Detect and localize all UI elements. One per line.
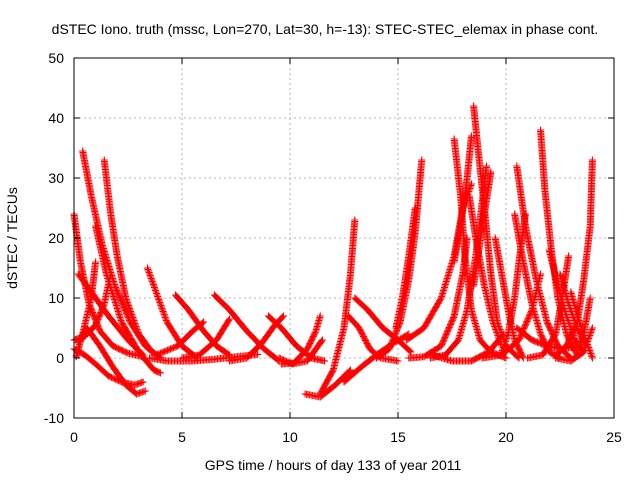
series-20 [301, 366, 354, 401]
data-point [411, 204, 419, 212]
data-point [147, 347, 155, 355]
data-point [254, 350, 262, 358]
data-point [346, 366, 354, 374]
series-7 [100, 156, 156, 356]
y-tick-label: -10 [44, 410, 64, 426]
y-tick-label: 50 [48, 50, 64, 66]
series-13 [152, 318, 208, 359]
series-14 [178, 315, 234, 362]
data-point [139, 378, 147, 386]
data-point [123, 349, 131, 357]
data-point [224, 350, 232, 358]
data-points [70, 102, 596, 401]
x-tick-label: 25 [606, 429, 622, 445]
series-9 [72, 258, 100, 361]
data-point [345, 367, 353, 375]
series-35 [470, 168, 495, 290]
series-19 [277, 312, 324, 368]
data-point [155, 368, 163, 376]
data-point [200, 318, 208, 326]
y-axis-title: dSTEC / TECUs [4, 187, 20, 289]
data-point [407, 348, 415, 356]
data-point [418, 156, 426, 164]
data-point [351, 216, 359, 224]
data-point [483, 162, 491, 170]
y-tick-label: 20 [48, 230, 64, 246]
data-point [156, 369, 164, 377]
data-point [321, 357, 329, 365]
data-point [394, 357, 402, 365]
data-point [148, 348, 156, 356]
data-point [225, 316, 233, 324]
series-11 [146, 350, 262, 365]
data-point [318, 337, 326, 345]
y-tick-label: 30 [48, 170, 64, 186]
data-point [141, 387, 149, 395]
x-tick-label: 0 [70, 429, 78, 445]
y-tick-label: 0 [56, 350, 64, 366]
data-point [278, 313, 286, 321]
data-point [502, 354, 510, 362]
x-tick-label: 10 [282, 429, 298, 445]
chart-title: dSTEC Iono. truth (mssc, Lon=270, Lat=30… [52, 21, 599, 37]
y-tick-label: 10 [48, 290, 64, 306]
data-point [565, 252, 573, 260]
data-point [450, 258, 458, 266]
data-point [92, 258, 100, 266]
data-point [450, 313, 458, 321]
data-point [406, 347, 414, 355]
data-point [316, 312, 324, 320]
data-point [198, 319, 206, 327]
series-5 [74, 324, 149, 398]
data-point [226, 351, 234, 359]
y-tick-label: 40 [48, 110, 64, 126]
series-34 [450, 132, 475, 266]
series-8 [92, 222, 164, 377]
x-tick-label: 15 [390, 429, 406, 445]
series-18 [275, 336, 326, 368]
series-24 [351, 294, 415, 356]
x-tick-label: 5 [178, 429, 186, 445]
data-point [318, 336, 326, 344]
series-26 [392, 204, 419, 332]
data-point [226, 315, 234, 323]
data-point [311, 328, 319, 336]
data-point [586, 294, 594, 302]
data-point [588, 156, 596, 164]
x-tick-label: 20 [498, 429, 514, 445]
grid [74, 58, 614, 418]
series-21 [316, 216, 359, 398]
x-axis-title: GPS time / hours of day 133 of year 2011 [205, 457, 462, 473]
data-point [280, 312, 288, 320]
